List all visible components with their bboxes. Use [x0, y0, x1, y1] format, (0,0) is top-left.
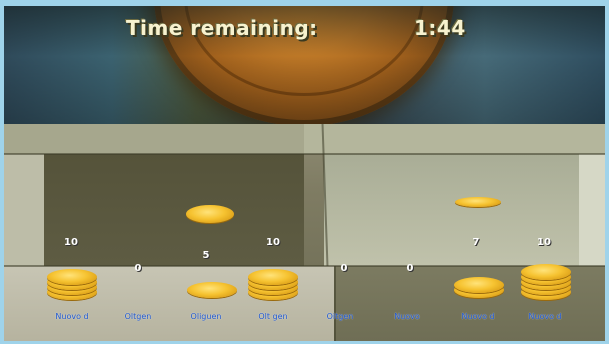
player-coin-count: 7 — [472, 237, 480, 248]
player-name: Nuovo d — [461, 312, 495, 321]
floor-tile — [579, 154, 605, 266]
timer-value: 1:44 — [414, 16, 466, 40]
flying-coin — [186, 205, 234, 223]
floor-tile — [4, 154, 304, 266]
player-name: Nuovo d — [55, 312, 89, 321]
coin-stack[interactable] — [248, 266, 298, 300]
player-name: Oltgen — [124, 312, 152, 321]
coin-stack[interactable] — [454, 272, 504, 300]
player-coin-count: 10 — [266, 237, 280, 248]
coin-stack[interactable] — [521, 264, 571, 300]
player-name: Olt gen — [258, 312, 288, 321]
flying-coin — [455, 197, 501, 207]
player-coin-count: 0 — [340, 263, 348, 274]
coin — [454, 277, 504, 293]
player-coin-count: 0 — [134, 263, 142, 274]
player-name: Nuovo d — [528, 312, 562, 321]
floor-tile — [4, 124, 304, 154]
coin — [248, 269, 298, 285]
floor-tile — [324, 154, 605, 266]
timer-label: Time remaining: — [126, 16, 318, 40]
player-coin-count: 0 — [406, 263, 414, 274]
player-name: Oliguen — [190, 312, 222, 321]
player-coin-count: 10 — [537, 237, 551, 248]
wall-shade — [4, 6, 605, 131]
coin — [521, 264, 571, 280]
tile-seam — [4, 265, 605, 267]
coin — [187, 282, 237, 298]
player-coin-count: 5 — [202, 250, 210, 261]
coin-stack[interactable] — [187, 280, 237, 300]
game-viewport[interactable]: Time remaining: 1:44 10 Nuovo d 0 Oltgen… — [4, 6, 605, 341]
tile-seam — [4, 153, 605, 155]
floor-tile — [304, 124, 605, 154]
player-name: Oitgen — [326, 312, 354, 321]
floor-tile — [4, 154, 44, 266]
timer-display: Time remaining: 1:44 — [4, 16, 605, 46]
tile-seam — [334, 266, 336, 341]
coin-stack[interactable] — [47, 266, 97, 300]
player-name: Nuovo — [394, 312, 420, 321]
player-coin-count: 10 — [64, 237, 78, 248]
coin — [47, 269, 97, 285]
